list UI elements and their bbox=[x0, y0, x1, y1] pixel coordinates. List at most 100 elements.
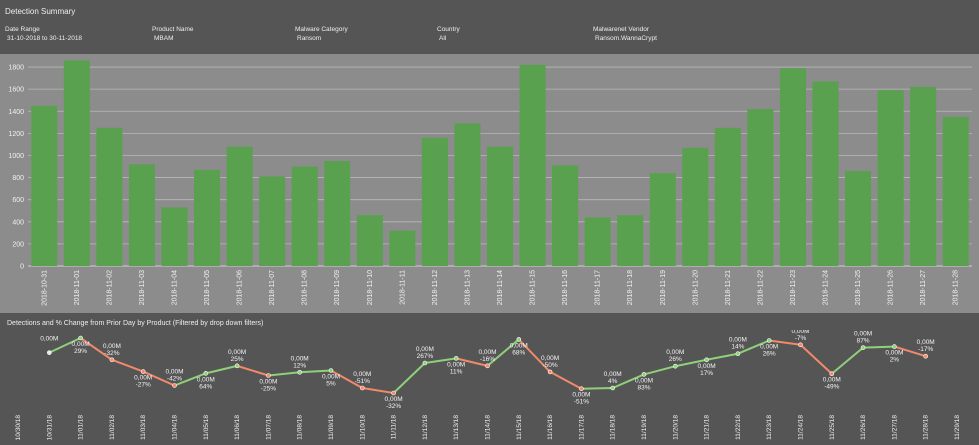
pct-change-label: -50% bbox=[543, 362, 558, 369]
data-point bbox=[391, 390, 396, 396]
data-point bbox=[140, 369, 146, 374]
value-label: 0,00M bbox=[416, 346, 434, 353]
bar bbox=[356, 215, 383, 266]
pct-change-label: -51% bbox=[355, 378, 370, 385]
bar bbox=[714, 127, 741, 266]
x-tick-label: 2018-11-11 bbox=[399, 270, 406, 305]
bar bbox=[421, 137, 448, 266]
x-tick-label: 2018-10-31 bbox=[41, 270, 48, 306]
series-line-segment bbox=[518, 338, 551, 373]
pct-change-label: 2% bbox=[890, 357, 900, 364]
filter-malwarenet-vendor[interactable]: Malwarenet Vendor Ransom.WannaCrypt bbox=[593, 25, 657, 43]
pct-change-label: 68% bbox=[512, 349, 525, 356]
pct-change-label: 25% bbox=[231, 356, 244, 363]
filter-date-range[interactable]: Date Range 31-10-2018 to 30-11-2018 bbox=[5, 25, 82, 43]
x-tick-label: 11/19/18 bbox=[641, 415, 648, 440]
bar bbox=[128, 164, 155, 266]
value-label: 0,00M bbox=[103, 343, 121, 350]
filter-value: MBAM bbox=[154, 35, 174, 42]
x-tick-label: 11/07/18 bbox=[265, 415, 272, 440]
data-point bbox=[234, 363, 240, 369]
series-line-segment bbox=[675, 358, 707, 368]
filter-malware-category[interactable]: Malware Category Ransom bbox=[295, 25, 348, 43]
data-point bbox=[798, 342, 803, 348]
data-point bbox=[610, 385, 616, 391]
value-label: 0,00M bbox=[604, 371, 622, 378]
filter-value: All bbox=[439, 35, 447, 42]
series-line-segment bbox=[612, 373, 645, 389]
series-line-segment bbox=[643, 365, 676, 376]
pct-change-label: 64% bbox=[199, 383, 212, 390]
detections-bar-chart: 0 200 400 600 800 1000 1200 1400 1600 1800 2018-10… bbox=[0, 54, 979, 313]
pct-change-label: 87% bbox=[857, 338, 870, 345]
filter-label: Malwarenet Vendor bbox=[593, 26, 650, 33]
value-label: 0,00M bbox=[510, 342, 528, 349]
x-tick-label: 2018-11-06 bbox=[237, 270, 244, 305]
data-point bbox=[359, 385, 365, 391]
filter-product-name[interactable]: Product Name MBAM bbox=[152, 25, 194, 43]
x-tick-label: 11/10/18 bbox=[359, 415, 366, 440]
series-line-segment bbox=[706, 352, 739, 361]
data-point bbox=[422, 360, 428, 366]
pct-change-line-chart: 0,00M0,00M29%0,00M-32%0,00M-27%0,00M-42%… bbox=[15, 330, 961, 440]
series-line-segment bbox=[80, 337, 113, 361]
data-point bbox=[46, 350, 52, 355]
pct-change-label: -51% bbox=[574, 399, 589, 406]
x-tick-label: 2018-11-13 bbox=[464, 270, 471, 305]
x-tick-label: 2018-11-15 bbox=[530, 270, 537, 305]
value-label: 0,00M bbox=[259, 379, 277, 386]
series-line-segment bbox=[205, 364, 238, 375]
page-title: Detection Summary bbox=[5, 7, 76, 16]
series-line-segment bbox=[392, 362, 426, 394]
x-tick-label: 2018-11-22 bbox=[757, 270, 764, 305]
data-point bbox=[453, 356, 459, 361]
bar bbox=[910, 86, 937, 266]
value-label: 0,00M bbox=[478, 349, 496, 356]
pct-change-label: -32% bbox=[386, 403, 401, 410]
x-tick-label: 11/05/18 bbox=[203, 415, 210, 440]
data-point bbox=[923, 353, 929, 359]
y-tick-label: 1600 bbox=[8, 87, 24, 94]
bar bbox=[226, 146, 253, 266]
x-tick-label: 11/26/18 bbox=[860, 415, 867, 440]
x-tick-label: 11/17/18 bbox=[578, 415, 585, 440]
value-label: 0,00M bbox=[72, 341, 90, 348]
value-label: 0,00M bbox=[885, 350, 903, 357]
x-tick-label: 11/03/18 bbox=[140, 415, 147, 440]
x-tick-label: 11/20/18 bbox=[672, 415, 679, 440]
filter-country[interactable]: Country All bbox=[437, 25, 460, 43]
x-tick-label: 2018-11-28 bbox=[953, 270, 960, 305]
bar bbox=[584, 217, 611, 266]
y-tick-label: 1000 bbox=[8, 153, 24, 160]
x-tick-label: 11/25/18 bbox=[829, 415, 836, 440]
value-label: 0,00M bbox=[698, 363, 716, 370]
x-tick-label: 2018-11-18 bbox=[627, 270, 634, 305]
filter-value: 31-10-2018 to 30-11-2018 bbox=[7, 35, 83, 42]
bar bbox=[812, 81, 839, 266]
series-line-segment bbox=[549, 371, 582, 390]
x-tick-label: 11/13/18 bbox=[453, 415, 460, 440]
value-label: 0,00M bbox=[447, 361, 465, 368]
value-label: 0,00M bbox=[385, 396, 403, 403]
y-tick-label: 1200 bbox=[8, 131, 24, 138]
x-tick-label: 11/21/18 bbox=[704, 415, 711, 440]
x-tick-label: 2018-11-21 bbox=[725, 270, 732, 305]
pct-change-label: -42% bbox=[167, 376, 182, 383]
filter-label: Country bbox=[437, 26, 460, 33]
x-tick-label: 2018-11-04 bbox=[171, 270, 178, 305]
filter-value: Ransom bbox=[297, 35, 322, 42]
x-tick-label: 2018-11-03 bbox=[139, 270, 146, 305]
value-label: 0,00M bbox=[353, 371, 371, 378]
bar bbox=[259, 176, 286, 266]
value-label: 0,00M bbox=[729, 337, 747, 344]
x-tick-label: 11/01/18 bbox=[78, 415, 85, 440]
series-line-segment bbox=[831, 346, 864, 375]
x-tick-label: 11/11/18 bbox=[391, 415, 398, 440]
pct-change-label: 5% bbox=[326, 381, 336, 388]
pct-change-label: -16% bbox=[480, 356, 495, 363]
value-label: 0,00M bbox=[572, 392, 590, 399]
data-point bbox=[328, 368, 334, 373]
pct-change-label: -25% bbox=[261, 386, 276, 393]
bar bbox=[291, 166, 318, 266]
series-line-segment bbox=[111, 358, 144, 373]
